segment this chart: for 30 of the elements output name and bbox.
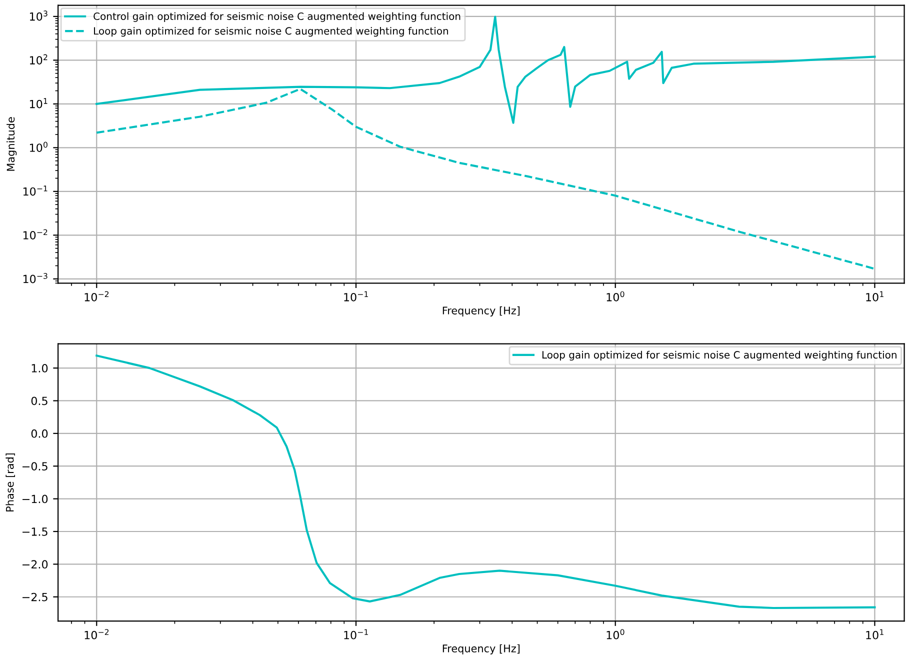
y-tick-label: 10$^{2}$ (30, 54, 48, 64)
x-tick-label: 10$^{−1}$ (344, 291, 368, 302)
y-tick-label: 10$^{3}$ (30, 10, 48, 21)
x-tick-label: 10$^{1}$ (866, 291, 884, 302)
y-tick-label: −2.5 (22, 592, 48, 602)
x-tick-label: 10$^{1}$ (866, 629, 884, 640)
y-tick-label: 0.5 (31, 396, 48, 406)
x-tick-label: 10$^{0}$ (606, 291, 624, 302)
x-tick-label: 10$^{−2}$ (84, 629, 108, 640)
legend-label: Loop gain optimized for seismic noise C augmented weighting function (542, 350, 896, 361)
y-tick-label: 10$^{−1}$ (23, 186, 48, 196)
x-tick-label: 10$^{−1}$ (344, 629, 368, 640)
y-axis-title: Phase [rad] (6, 453, 15, 512)
y-tick-label: 10$^{−3}$ (23, 273, 48, 284)
x-axis-title: Frequency [Hz] (442, 644, 520, 654)
x-tick-label: 10$^{−2}$ (84, 291, 108, 302)
y-tick-label: 0.0 (31, 429, 48, 438)
legend-label: Control gain optimized for seismic noise C augmented weighting function (94, 12, 460, 22)
y-axis-title: Magnitude (6, 117, 17, 171)
y-tick-label: −1.0 (22, 494, 48, 504)
y-tick-label: 10$^{−2}$ (23, 229, 48, 240)
y-tick-label: −0.5 (22, 462, 48, 470)
y-tick-label: 10$^{0}$ (30, 142, 48, 152)
y-tick-label: −1.5 (22, 528, 48, 536)
y-tick-label: 10$^{1}$ (30, 98, 48, 108)
x-axis-title: Frequency [Hz] (442, 306, 520, 316)
legend-label: Loop gain optimized for seismic noise C augmented weighting function (94, 26, 448, 37)
x-tick-label: 10$^{0}$ (606, 629, 624, 640)
y-tick-label: −2.0 (22, 560, 48, 569)
y-tick-label: 1.0 (32, 364, 48, 372)
